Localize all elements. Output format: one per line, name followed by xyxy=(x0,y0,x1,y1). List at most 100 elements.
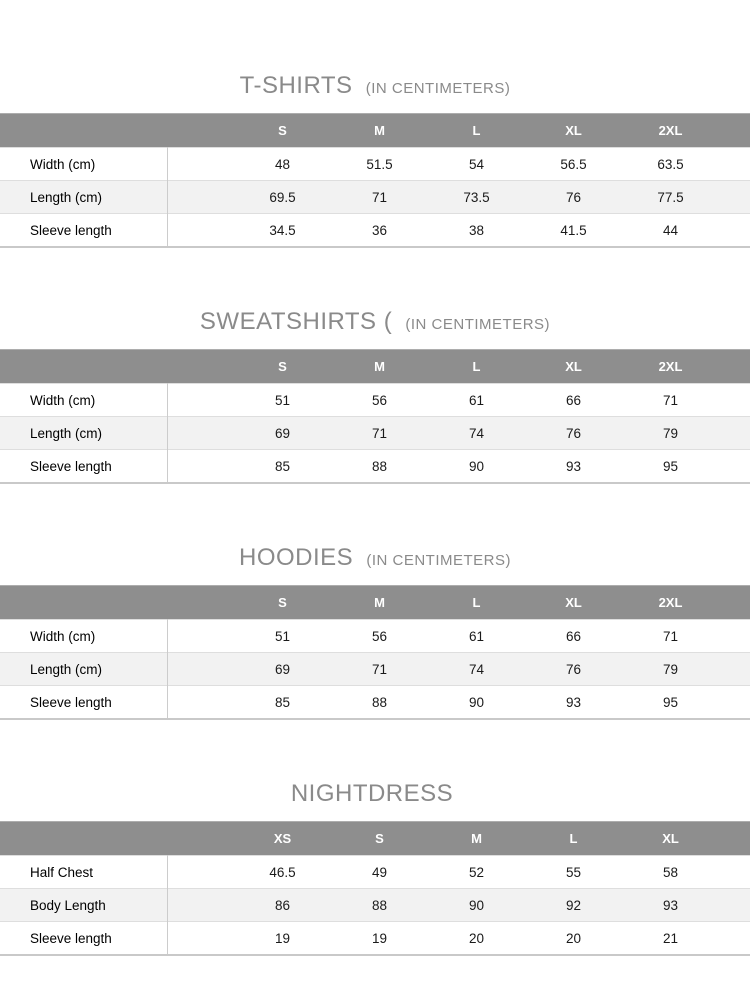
cell-spacer xyxy=(719,855,750,889)
size-guide-page: T-SHIRTS (IN CENTIMETERS) S M L XL 2XL xyxy=(0,72,750,956)
size-cell: 19 xyxy=(234,921,331,955)
table-header-row: S M L XL 2XL xyxy=(0,585,750,620)
column-header: XL xyxy=(622,821,719,856)
column-header: XL xyxy=(525,585,622,620)
cell-spacer xyxy=(167,180,234,214)
table-row: Body Length 86 88 90 92 93 xyxy=(0,888,750,922)
cell-spacer xyxy=(167,449,234,483)
size-cell: 34.5 xyxy=(234,213,331,247)
size-cell: 51 xyxy=(234,619,331,653)
size-cell: 95 xyxy=(622,449,719,483)
hoodies-size-table: S M L XL 2XL Width (cm) 51 56 61 66 71 xyxy=(0,585,750,720)
cell-spacer xyxy=(719,383,750,417)
row-label: Width (cm) xyxy=(0,619,168,653)
size-cell: 21 xyxy=(622,921,719,955)
table-row: Width (cm) 48 51.5 54 56.5 63.5 xyxy=(0,147,750,181)
section-title-text: NIGHTDRESS xyxy=(290,780,454,807)
size-cell: 74 xyxy=(428,652,525,686)
table-row: Width (cm) 51 56 61 66 71 xyxy=(0,383,750,417)
section-title-text: T-SHIRTS xyxy=(239,72,353,99)
header-spacer xyxy=(167,113,234,148)
size-cell: 49 xyxy=(331,855,428,889)
row-label: Body Length xyxy=(0,888,168,922)
row-label: Sleeve length xyxy=(0,213,168,247)
size-cell: 41.5 xyxy=(525,213,622,247)
row-label: Sleeve length xyxy=(0,685,168,719)
tshirts-size-table: S M L XL 2XL Width (cm) 48 51.5 54 56.5 … xyxy=(0,113,750,248)
cell-spacer xyxy=(719,147,750,181)
size-cell: 56 xyxy=(331,619,428,653)
size-cell: 71 xyxy=(622,383,719,417)
size-cell: 93 xyxy=(525,685,622,719)
column-header: L xyxy=(428,585,525,620)
size-cell: 76 xyxy=(525,652,622,686)
size-cell: 90 xyxy=(428,449,525,483)
header-spacer xyxy=(719,349,750,384)
section-hoodies: HOODIES (IN CENTIMETERS) S M L XL 2XL xyxy=(0,544,750,720)
size-cell: 93 xyxy=(525,449,622,483)
cell-spacer xyxy=(167,921,234,955)
size-cell: 71 xyxy=(331,652,428,686)
size-cell: 56.5 xyxy=(525,147,622,181)
header-spacer xyxy=(167,349,234,384)
nightdress-size-table: XS S M L XL Half Chest 46.5 49 52 55 58 xyxy=(0,821,750,956)
column-header: 2XL xyxy=(622,585,719,620)
size-cell: 36 xyxy=(331,213,428,247)
table-row: Sleeve length 85 88 90 93 95 xyxy=(0,449,750,483)
cell-spacer xyxy=(167,213,234,247)
table-row: Length (cm) 69 71 74 76 79 xyxy=(0,652,750,686)
cell-spacer xyxy=(167,652,234,686)
size-cell: 46.5 xyxy=(234,855,331,889)
header-spacer xyxy=(0,585,167,620)
column-header: M xyxy=(428,821,525,856)
row-label: Sleeve length xyxy=(0,921,168,955)
size-cell: 92 xyxy=(525,888,622,922)
table-header-row: S M L XL 2XL xyxy=(0,113,750,148)
size-cell: 61 xyxy=(428,619,525,653)
size-cell: 95 xyxy=(622,685,719,719)
cell-spacer xyxy=(167,147,234,181)
size-cell: 90 xyxy=(428,888,525,922)
row-label: Width (cm) xyxy=(0,383,168,417)
size-cell: 93 xyxy=(622,888,719,922)
size-cell: 61 xyxy=(428,383,525,417)
cell-spacer xyxy=(167,685,234,719)
size-cell: 52 xyxy=(428,855,525,889)
column-header: M xyxy=(331,113,428,148)
size-cell: 77.5 xyxy=(622,180,719,214)
size-cell: 51 xyxy=(234,383,331,417)
table-row: Half Chest 46.5 49 52 55 58 xyxy=(0,855,750,889)
section-title: SWEATSHIRTS ( (IN CENTIMETERS) xyxy=(0,308,750,339)
cell-spacer xyxy=(719,619,750,653)
header-spacer xyxy=(0,821,167,856)
size-cell: 44 xyxy=(622,213,719,247)
size-cell: 71 xyxy=(331,180,428,214)
table-row: Sleeve length 85 88 90 93 95 xyxy=(0,685,750,719)
size-cell: 86 xyxy=(234,888,331,922)
cell-spacer xyxy=(167,619,234,653)
size-cell: 20 xyxy=(525,921,622,955)
section-title-text: SWEATSHIRTS ( xyxy=(199,308,393,335)
section-title: T-SHIRTS (IN CENTIMETERS) xyxy=(0,72,750,103)
column-header: S xyxy=(234,585,331,620)
size-cell: 55 xyxy=(525,855,622,889)
size-cell: 48 xyxy=(234,147,331,181)
column-header: L xyxy=(525,821,622,856)
size-cell: 74 xyxy=(428,416,525,450)
table-row: Width (cm) 51 56 61 66 71 xyxy=(0,619,750,653)
size-cell: 88 xyxy=(331,888,428,922)
cell-spacer xyxy=(719,921,750,955)
header-spacer xyxy=(0,349,167,384)
section-title: HOODIES (IN CENTIMETERS) xyxy=(0,544,750,575)
section-subtitle-text: (IN CENTIMETERS) xyxy=(365,80,511,97)
section-sweatshirts: SWEATSHIRTS ( (IN CENTIMETERS) S M L XL … xyxy=(0,308,750,484)
row-label: Half Chest xyxy=(0,855,168,889)
cell-spacer xyxy=(719,180,750,214)
column-header: S xyxy=(234,113,331,148)
header-spacer xyxy=(719,113,750,148)
size-cell: 88 xyxy=(331,685,428,719)
size-cell: 71 xyxy=(622,619,719,653)
section-subtitle-text: (IN CENTIMETERS) xyxy=(366,552,512,569)
column-header: L xyxy=(428,349,525,384)
size-cell: 79 xyxy=(622,416,719,450)
